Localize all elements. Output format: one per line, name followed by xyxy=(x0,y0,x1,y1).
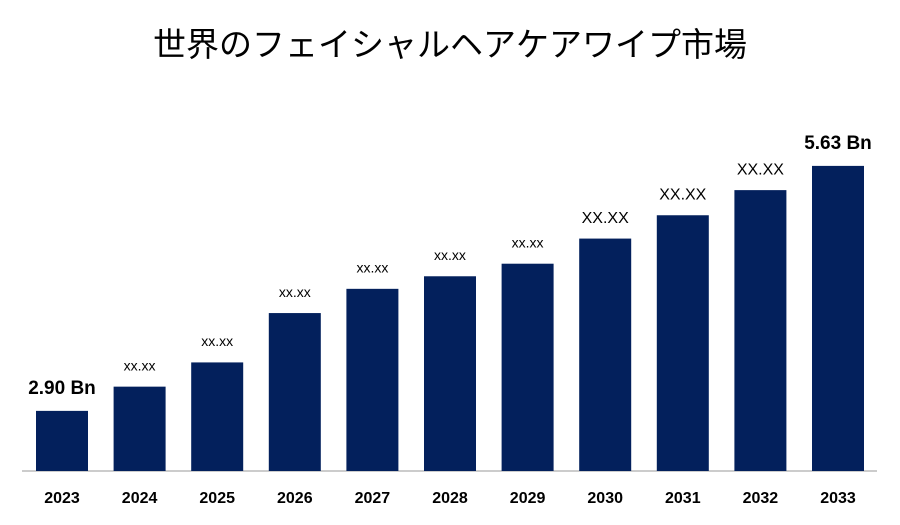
data-label: xx.xx xyxy=(201,333,233,349)
chart-title: 世界のフェイシャルヘアケアワイプ市場 xyxy=(153,25,747,64)
data-label: XX.XX xyxy=(737,161,784,178)
data-label: 2.90 Bn xyxy=(28,378,96,399)
bar xyxy=(424,276,476,471)
bar xyxy=(191,362,244,471)
data-label: xx.xx xyxy=(356,260,388,276)
x-tick-label: 2031 xyxy=(665,490,701,507)
x-tick-label: 2027 xyxy=(355,490,391,507)
bar xyxy=(579,238,632,471)
x-tick-label: 2030 xyxy=(587,490,623,507)
bar xyxy=(656,215,709,471)
data-label: xx.xx xyxy=(434,247,466,263)
x-tick-label: 2024 xyxy=(122,490,158,507)
bar xyxy=(812,165,864,472)
data-label: xx.xx xyxy=(279,284,311,300)
x-tick-label: 2029 xyxy=(510,490,546,507)
x-tick-label: 2025 xyxy=(199,490,235,507)
data-label: XX.XX xyxy=(659,186,706,203)
bar xyxy=(734,190,787,471)
bar xyxy=(36,410,88,471)
data-label: 5.63 Bn xyxy=(804,133,872,154)
x-tick-label: 2026 xyxy=(277,490,313,507)
bar xyxy=(501,263,554,471)
x-tick-label: 2023 xyxy=(44,490,80,507)
bar xyxy=(113,386,166,471)
data-label: XX.XX xyxy=(582,210,629,227)
bar xyxy=(268,313,321,471)
data-label: xx.xx xyxy=(124,357,156,373)
x-tick-label: 2032 xyxy=(743,490,779,507)
x-tick-label: 2028 xyxy=(432,490,468,507)
x-tick-label: 2033 xyxy=(820,490,856,507)
bar xyxy=(346,288,399,471)
data-label: xx.xx xyxy=(512,234,544,250)
